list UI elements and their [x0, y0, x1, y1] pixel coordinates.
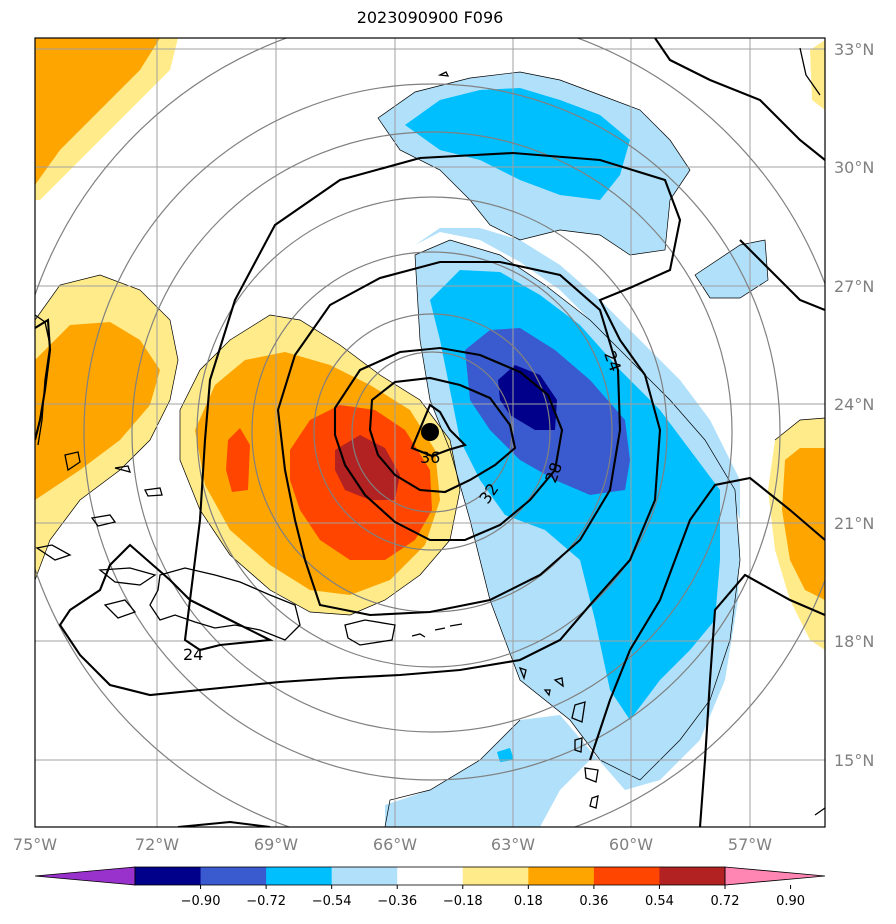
turks — [35, 544, 72, 561]
colorbar-block — [462, 867, 529, 885]
shade-blue-spot — [497, 748, 514, 762]
lesser-antilles-5 — [518, 666, 527, 681]
lon-label: 66°W — [373, 835, 417, 854]
colorbar-extend-low — [34, 866, 136, 886]
lesser-antilles-4 — [589, 795, 599, 809]
shade-orangered-spot — [226, 428, 250, 492]
lat-label: 15°N — [834, 751, 874, 770]
lon-label: 63°W — [491, 835, 535, 854]
bermuda — [437, 71, 450, 77]
lat-label: 24°N — [834, 395, 874, 414]
colorbar-tick-label: 0.72 — [711, 894, 740, 909]
colorbar-block — [659, 867, 726, 885]
lat-label: 30°N — [834, 158, 874, 177]
bahamas-1 — [90, 514, 117, 527]
lesser-antilles-3 — [584, 767, 599, 783]
map-frame — [34, 37, 826, 828]
map-panel: 36 32 28 24 24 — [35, 38, 825, 827]
shade-orange-east — [782, 448, 825, 600]
storm-center-marker — [421, 423, 439, 441]
contour-nw — [35, 318, 52, 441]
colorbar-tick-label: −0.54 — [312, 894, 352, 909]
contour-28 — [276, 260, 622, 617]
range-rings — [35, 38, 825, 827]
colorbar-block — [135, 867, 202, 885]
contour-ne-2 — [739, 239, 825, 311]
shade-yellow-ne — [810, 40, 825, 110]
puerto-rico — [344, 619, 396, 646]
lat-label: 21°N — [834, 514, 874, 533]
jamaica — [103, 599, 137, 619]
bahamas-3 — [114, 465, 131, 473]
shade-orange-nw — [35, 38, 160, 185]
ne-coast — [799, 47, 821, 96]
shading-outlines — [35, 71, 825, 827]
longitude-labels: 75°W 72°W 69°W 66°W 63°W 60°W 57°W — [13, 835, 772, 854]
virgin-islands — [411, 623, 463, 638]
colorbar-tick-label: −0.90 — [181, 894, 221, 909]
colorbar-tick-label: 0.18 — [514, 894, 543, 909]
gridlines — [35, 38, 825, 827]
bahamas-4 — [64, 451, 81, 472]
lat-label: 18°N — [834, 632, 874, 651]
colorbar: −0.90 −0.72 −0.54 −0.36 −0.18 0.18 0.36 0.54 0.7… — [34, 866, 826, 909]
colorbar-block — [331, 867, 398, 885]
latitude-labels: 33°N 30°N 27°N 24°N 21°N 18°N 15°N — [834, 40, 874, 770]
colorbar-block — [593, 867, 660, 885]
contour-lines — [35, 38, 825, 827]
colorbar-block — [528, 867, 595, 885]
colorbar-tick-label: 0.36 — [579, 894, 608, 909]
colorbar-ticks: −0.90 −0.72 −0.54 −0.36 −0.18 0.18 0.36 0.54 0.7… — [181, 885, 805, 909]
colorbar-tick-label: −0.18 — [443, 894, 483, 909]
contour-36 — [410, 403, 467, 458]
lon-label: 60°W — [609, 835, 653, 854]
lon-label: 72°W — [135, 835, 179, 854]
lesser-antilles-7 — [543, 689, 551, 697]
se-coast — [814, 807, 825, 816]
lon-label: 69°W — [254, 835, 298, 854]
colorbar-tick-label: 0.90 — [776, 894, 805, 909]
hispaniola — [149, 567, 301, 641]
contour-32 — [333, 346, 564, 542]
contour-24-main — [58, 151, 682, 697]
lat-label: 27°N — [834, 277, 874, 296]
colorbar-blocks — [34, 866, 826, 886]
positive-shading — [35, 38, 825, 650]
lon-label: 57°W — [728, 835, 772, 854]
colorbar-tick-label: 0.54 — [645, 894, 674, 909]
shade-firebrick — [335, 435, 400, 500]
contour-24-east — [589, 476, 825, 761]
contour-bottom — [177, 820, 271, 827]
colorbar-extend-high — [724, 866, 826, 886]
colorbar-tick-label: −0.36 — [377, 894, 417, 909]
lat-label: 33°N — [834, 40, 874, 59]
cuba-east — [98, 567, 157, 586]
shade-lightblue-main — [385, 228, 740, 827]
contour-ne — [654, 38, 825, 161]
colorbar-block — [266, 867, 333, 885]
contour-32-inner — [368, 376, 517, 494]
lon-label: 75°W — [13, 835, 57, 854]
contour-label-24-west: 24 — [183, 645, 203, 664]
colorbar-block — [397, 867, 464, 885]
colorbar-frame — [134, 866, 726, 886]
colorbar-tick-label: −0.72 — [246, 894, 286, 909]
lesser-antilles-1 — [571, 701, 586, 723]
colorbar-block — [200, 867, 267, 885]
lesser-antilles-6 — [553, 677, 564, 688]
contour-label-36: 36 — [420, 448, 440, 467]
bahamas-2 — [144, 487, 163, 497]
map-title: 2023090900 F096 — [356, 8, 504, 27]
lesser-antilles-2 — [574, 737, 583, 753]
contour-24-se — [698, 573, 825, 827]
shade-orange-west — [35, 322, 160, 500]
